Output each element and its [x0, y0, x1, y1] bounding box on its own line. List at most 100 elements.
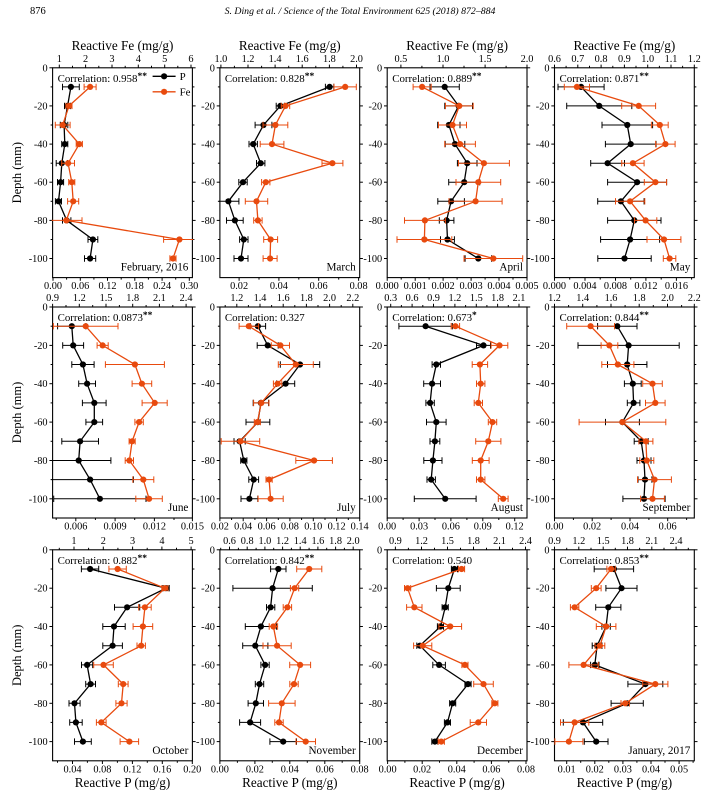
svg-text:0: 0 — [377, 63, 382, 74]
svg-text:-40: -40 — [34, 140, 48, 151]
svg-text:0.02: 0.02 — [246, 764, 264, 775]
svg-text:Correlation: 0.0873**: Correlation: 0.0873** — [58, 311, 153, 324]
svg-text:0.04: 0.04 — [448, 764, 466, 775]
svg-text:1.5: 1.5 — [597, 536, 610, 547]
svg-text:-100: -100 — [531, 494, 550, 505]
svg-text:1.8: 1.8 — [621, 536, 634, 547]
svg-text:1.6: 1.6 — [277, 293, 290, 304]
svg-text:-80: -80 — [201, 216, 215, 227]
svg-text:0.08: 0.08 — [517, 764, 535, 775]
svg-text:0.04: 0.04 — [63, 764, 81, 775]
svg-text:2.4: 2.4 — [519, 536, 532, 547]
svg-text:0.6: 0.6 — [223, 536, 236, 547]
svg-text:1.2: 1.2 — [242, 54, 255, 65]
svg-text:-40: -40 — [201, 379, 215, 390]
svg-text:-20: -20 — [368, 584, 382, 595]
svg-text:-40: -40 — [201, 140, 215, 151]
svg-text:0: 0 — [210, 545, 215, 556]
svg-text:-100: -100 — [196, 254, 215, 265]
svg-text:1.4: 1.4 — [294, 536, 307, 547]
svg-text:1: 1 — [71, 536, 76, 547]
svg-text:1.8: 1.8 — [329, 536, 342, 547]
svg-text:0.04: 0.04 — [234, 522, 252, 533]
svg-text:0.002: 0.002 — [432, 281, 455, 292]
svg-text:Depth (mm): Depth (mm) — [10, 625, 24, 686]
svg-text:3: 3 — [109, 54, 114, 65]
svg-text:0.3: 0.3 — [384, 293, 397, 304]
svg-text:1.0: 1.0 — [437, 54, 450, 65]
svg-text:1.2: 1.2 — [572, 536, 585, 547]
svg-text:0.04: 0.04 — [621, 522, 639, 533]
svg-text:4: 4 — [159, 536, 164, 547]
svg-text:-20: -20 — [368, 101, 382, 112]
svg-text:0.06: 0.06 — [310, 281, 328, 292]
svg-text:0.03: 0.03 — [614, 764, 632, 775]
svg-text:1.2: 1.2 — [73, 293, 86, 304]
svg-text:-60: -60 — [34, 178, 48, 189]
svg-text:0.005: 0.005 — [515, 281, 538, 292]
svg-text:0.06: 0.06 — [316, 764, 334, 775]
svg-text:0.08: 0.08 — [281, 522, 299, 533]
svg-text:-20: -20 — [34, 584, 48, 595]
svg-text:-100: -100 — [29, 494, 48, 505]
svg-text:0.000: 0.000 — [376, 281, 399, 292]
svg-text:Reactive P (mg/g): Reactive P (mg/g) — [577, 775, 672, 790]
svg-text:1.8: 1.8 — [491, 293, 504, 304]
svg-text:0.06: 0.06 — [442, 522, 460, 533]
svg-text:0.004: 0.004 — [487, 281, 510, 292]
svg-text:0: 0 — [42, 545, 47, 556]
svg-text:1.0: 1.0 — [641, 54, 654, 65]
svg-text:-20: -20 — [536, 101, 550, 112]
svg-text:1.6: 1.6 — [296, 54, 309, 65]
svg-text:S. Ding et al. / Science of th: S. Ding et al. / Science of the Total En… — [225, 6, 496, 17]
svg-text:-100: -100 — [531, 737, 550, 748]
svg-text:0.02: 0.02 — [583, 522, 601, 533]
svg-text:November: November — [308, 745, 355, 757]
svg-text:0.5: 0.5 — [394, 54, 407, 65]
svg-text:1.8: 1.8 — [467, 536, 480, 547]
svg-text:0.06: 0.06 — [258, 522, 276, 533]
svg-text:0: 0 — [544, 63, 549, 74]
svg-text:0: 0 — [210, 303, 215, 314]
svg-text:-20: -20 — [34, 341, 48, 352]
svg-text:-60: -60 — [34, 660, 48, 671]
svg-text:1.2: 1.2 — [276, 536, 289, 547]
svg-text:2.1: 2.1 — [153, 293, 166, 304]
svg-text:Depth (mm): Depth (mm) — [10, 382, 24, 443]
svg-text:-40: -40 — [536, 622, 550, 633]
svg-text:0.14: 0.14 — [351, 522, 369, 533]
svg-text:-60: -60 — [536, 418, 550, 429]
svg-text:0: 0 — [544, 303, 549, 314]
svg-text:-20: -20 — [201, 341, 215, 352]
svg-text:2.4: 2.4 — [670, 536, 683, 547]
svg-text:2.2: 2.2 — [688, 293, 701, 304]
svg-text:1.2: 1.2 — [415, 536, 428, 547]
svg-text:-40: -40 — [368, 622, 382, 633]
svg-text:0.24: 0.24 — [153, 281, 171, 292]
svg-text:5: 5 — [162, 54, 167, 65]
svg-text:-80: -80 — [368, 216, 382, 227]
svg-text:2: 2 — [101, 536, 106, 547]
svg-text:-80: -80 — [34, 216, 48, 227]
svg-text:0.7: 0.7 — [571, 54, 584, 65]
svg-text:February, 2016: February, 2016 — [121, 262, 189, 274]
svg-text:0.9: 0.9 — [618, 54, 631, 65]
svg-text:-80: -80 — [536, 699, 550, 710]
svg-text:0.00: 0.00 — [211, 764, 229, 775]
svg-text:-20: -20 — [536, 341, 550, 352]
svg-text:2.1: 2.1 — [493, 536, 506, 547]
svg-text:2.4: 2.4 — [180, 293, 193, 304]
svg-text:April: April — [499, 262, 523, 274]
svg-text:0.004: 0.004 — [573, 281, 596, 292]
svg-text:1.2: 1.2 — [230, 293, 243, 304]
svg-text:0.8: 0.8 — [241, 536, 254, 547]
svg-text:1.6: 1.6 — [605, 293, 618, 304]
svg-text:1.8: 1.8 — [633, 293, 646, 304]
svg-text:Correlation: 0.842**: Correlation: 0.842** — [225, 554, 315, 567]
svg-text:6: 6 — [188, 54, 193, 65]
svg-text:1.8: 1.8 — [300, 293, 313, 304]
svg-text:0.30: 0.30 — [180, 281, 198, 292]
svg-text:3: 3 — [130, 536, 135, 547]
svg-text:0.00: 0.00 — [378, 522, 396, 533]
svg-text:1.2: 1.2 — [688, 54, 701, 65]
